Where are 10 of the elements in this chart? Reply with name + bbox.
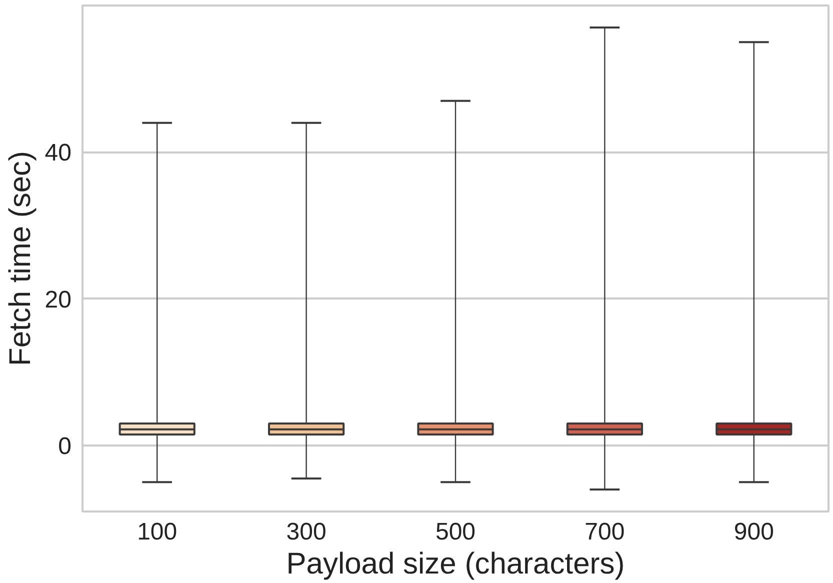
y-axis-title: Fetch time (sec) [4,150,37,366]
y-tick-label: 0 [58,433,72,460]
x-axis-title: Payload size (characters) [286,548,625,580]
y-tick-label: 20 [44,286,72,314]
x-tick-label: 900 [734,518,774,546]
x-tick-label: 300 [286,518,326,546]
x-tick-label: 500 [435,518,476,546]
x-tick-label: 100 [137,518,178,546]
y-tick-label: 40 [44,140,72,167]
x-tick-label: 700 [584,518,625,546]
